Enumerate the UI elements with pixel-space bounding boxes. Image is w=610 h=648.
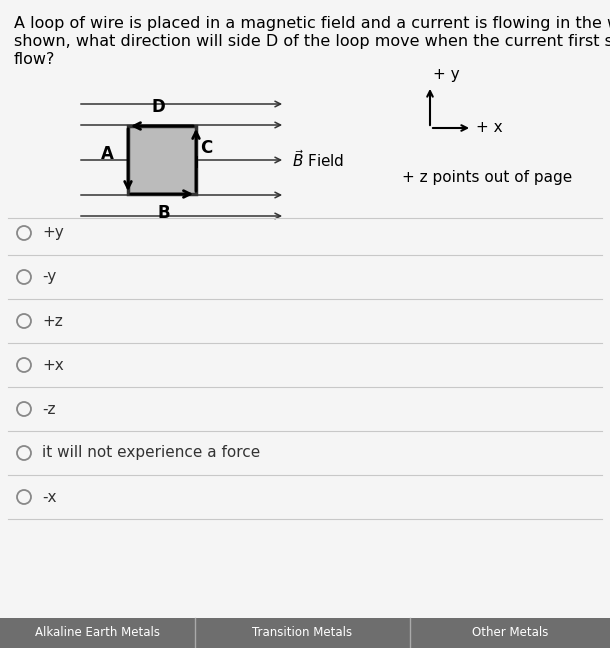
Text: C: C (200, 139, 212, 157)
Text: -y: -y (42, 270, 56, 284)
Text: D: D (151, 98, 165, 116)
Text: Alkaline Earth Metals: Alkaline Earth Metals (35, 627, 160, 640)
Text: + z points out of page: + z points out of page (402, 170, 572, 185)
Text: -z: -z (42, 402, 56, 417)
Text: + y: + y (433, 67, 459, 82)
Text: -x: -x (42, 489, 57, 505)
Text: I: I (194, 157, 198, 172)
Text: flow?: flow? (14, 52, 56, 67)
Text: +z: +z (42, 314, 63, 329)
Text: +x: +x (42, 358, 64, 373)
Text: + x: + x (476, 121, 503, 135)
Text: A loop of wire is placed in a magnetic field and a current is flowing in the wir: A loop of wire is placed in a magnetic f… (14, 16, 610, 31)
Bar (0, 618, 610, 648)
Text: +y: +y (42, 226, 64, 240)
Text: shown, what direction will side D of the loop move when the current first starts: shown, what direction will side D of the… (14, 34, 610, 49)
Bar (128, 126, 196, 194)
Text: Other Metals: Other Metals (472, 627, 548, 640)
Text: A: A (101, 145, 114, 163)
Text: it will not experience a force: it will not experience a force (42, 446, 260, 461)
Text: Transition Metals: Transition Metals (253, 627, 353, 640)
Text: $\vec{B}$ Field: $\vec{B}$ Field (292, 150, 344, 170)
Text: B: B (158, 204, 170, 222)
